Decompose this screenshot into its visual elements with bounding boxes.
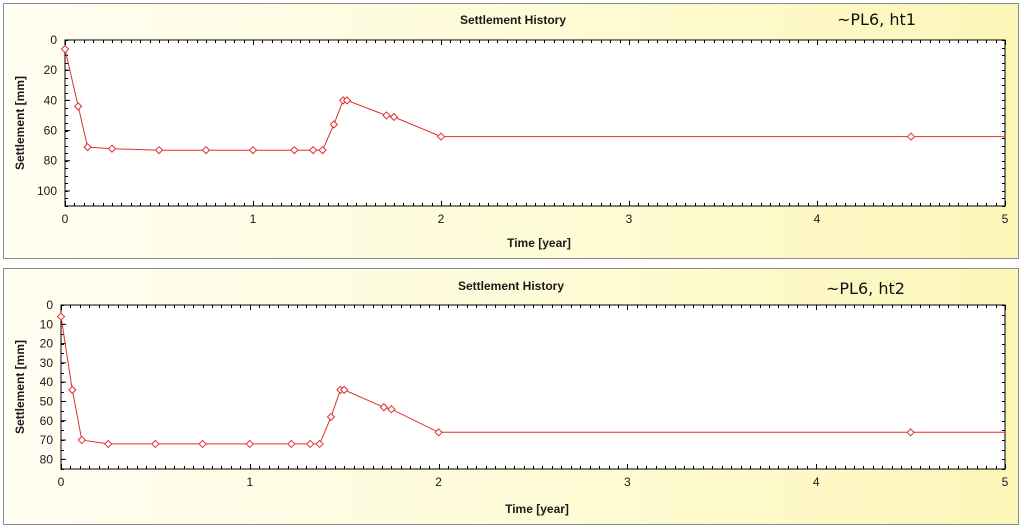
data-point-2-8	[306, 439, 315, 449]
y-axis-label-2: Settlement [mm]	[13, 340, 27, 434]
y-tick-label-2-3: 30	[40, 356, 54, 370]
data-point-2-5	[198, 439, 207, 449]
data-point-2-14	[387, 404, 396, 414]
x-axis-label-2: Time [year]	[505, 502, 569, 516]
x-tick-label-2-1: 1	[246, 475, 253, 489]
data-point-1-13	[382, 111, 391, 120]
data-point-1-2	[83, 142, 92, 152]
plot-area-1	[64, 39, 1006, 207]
data-point-2-3	[103, 439, 113, 449]
chart-annotation-1: ~PL6, ht1	[837, 10, 916, 29]
y-tick-label-1-4: 80	[44, 154, 58, 168]
data-point-1-16	[906, 132, 916, 141]
x-tick-label-1-0: 0	[62, 212, 69, 226]
data-point-1-5	[201, 145, 211, 155]
data-point-1-10	[329, 120, 339, 129]
data-point-2-0	[56, 312, 66, 321]
settlement-chart-1: 0 20 40 60 80 100 0 1 2 3 4 5 Settlement History ~PL6…	[13, 10, 1009, 250]
x-axis-label-1: Time [year]	[507, 236, 571, 250]
y-tick-label-1-0: 0	[50, 33, 57, 47]
data-point-2-6	[245, 439, 255, 449]
data-point-2-15	[434, 428, 443, 437]
data-point-1-9	[318, 145, 327, 155]
x-tick-label-2-3: 3	[624, 475, 631, 489]
data-point-1-6	[248, 145, 258, 155]
chart-title-2: Settlement History	[458, 279, 564, 293]
x-tick-label-1-1: 1	[250, 212, 257, 226]
y-tick-label-2-8: 80	[40, 452, 54, 466]
series-line-2-0	[60, 316, 1005, 445]
data-point-1-1	[73, 102, 83, 111]
series-line-1-0	[64, 48, 1005, 151]
y-tick-label-2-2: 20	[40, 337, 54, 351]
data-point-2-7	[287, 439, 296, 449]
data-point-1-14	[389, 112, 399, 122]
y-tick-label-2-7: 70	[40, 433, 54, 447]
data-point-2-10	[326, 412, 336, 422]
data-point-1-3	[107, 144, 117, 153]
data-point-1-0	[60, 44, 70, 54]
x-tick-label-2-4: 4	[813, 475, 820, 489]
x-tick-label-2-2: 2	[435, 475, 442, 489]
y-axis-label-1: Settlement [mm]	[13, 76, 27, 170]
data-point-2-13	[379, 403, 389, 412]
y-tick-label-2-0: 0	[46, 298, 53, 312]
y-tick-label-2-5: 50	[40, 394, 54, 408]
y-tick-label-2-6: 60	[40, 414, 54, 428]
y-tick-label-1-5: 100	[37, 184, 57, 198]
settlement-chart-2: 0 10 20 30 40 50 60 70 80 0 1 2 3 4 5 Settlement Histor…	[13, 279, 1009, 516]
minor-ticks-2	[61, 305, 1006, 470]
x-tick-label-1-5: 5	[1002, 212, 1009, 226]
data-point-1-12	[342, 96, 352, 105]
data-point-2-12	[339, 385, 349, 395]
data-point-2-1	[68, 385, 77, 395]
data-point-1-15	[436, 132, 446, 141]
minor-ticks-1	[65, 40, 1006, 207]
x-tick-label-1-3: 3	[626, 212, 633, 226]
data-point-1-8	[308, 145, 318, 155]
data-point-1-7	[290, 145, 299, 155]
data-point-2-2	[77, 435, 86, 445]
y-tick-label-1-1: 20	[44, 63, 58, 77]
x-tick-label-2-5: 5	[1002, 475, 1009, 489]
chart-title-1: Settlement History	[460, 13, 566, 27]
chart-annotation-2: ~PL6, ht2	[826, 279, 905, 298]
data-point-1-4	[154, 145, 164, 155]
x-tick-label-1-2: 2	[438, 212, 445, 226]
data-point-2-4	[151, 439, 160, 449]
y-tick-label-1-3: 60	[44, 124, 58, 138]
data-point-2-9	[315, 439, 324, 449]
x-tick-label-1-4: 4	[814, 212, 821, 226]
y-tick-label-1-2: 40	[44, 93, 58, 107]
x-tick-label-2-0: 0	[58, 475, 65, 489]
chart-panel-1: 0 20 40 60 80 100 0 1 2 3 4 5 Settlement History ~PL6…	[3, 3, 1019, 259]
y-tick-label-2-4: 40	[40, 375, 54, 389]
y-tick-label-2-1: 10	[40, 317, 54, 331]
chart-panel-2: 0 10 20 30 40 50 60 70 80 0 1 2 3 4 5 Settlement Histor…	[3, 268, 1019, 525]
data-point-2-16	[906, 428, 915, 437]
